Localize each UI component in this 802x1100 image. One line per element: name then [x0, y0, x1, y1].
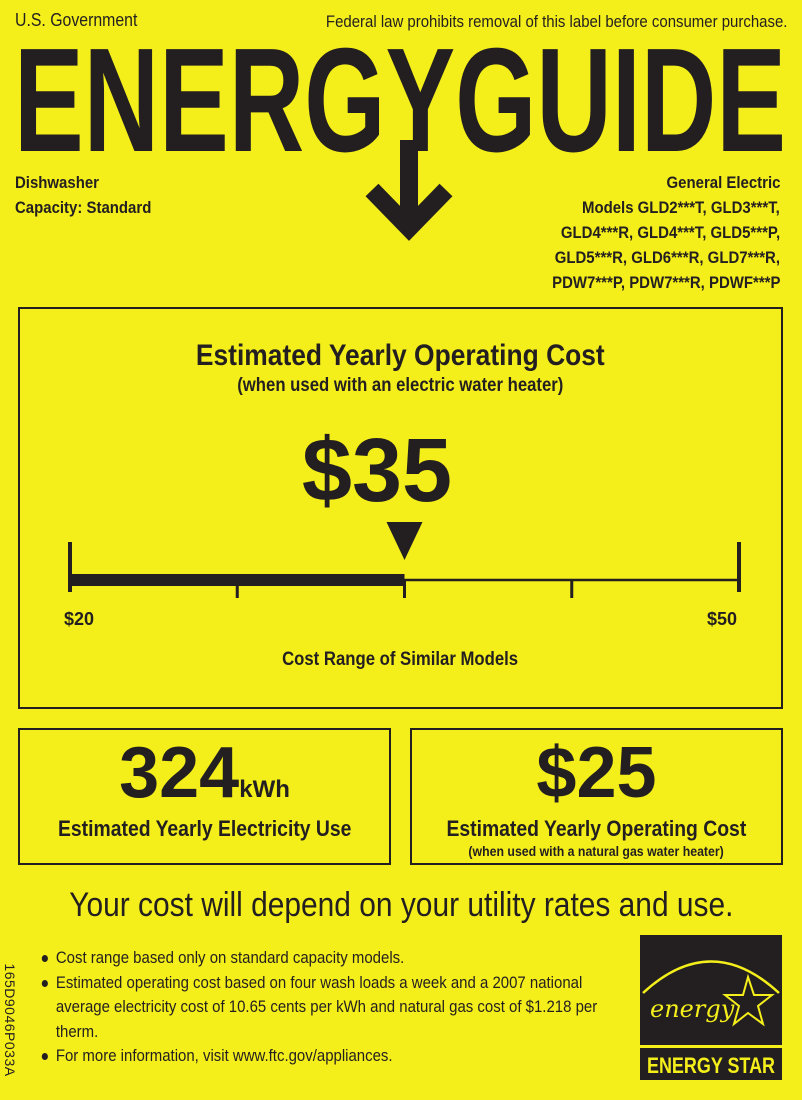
gas-cost-label: Estimated Yearly Operating Cost — [446, 816, 747, 841]
product-type: Dishwasher — [15, 173, 99, 192]
model-line: GLD5***R, GLD6***R, GLD7***R, — [554, 248, 780, 267]
cost-heading: Estimated Yearly Operating Cost — [196, 339, 605, 372]
scale-end-tick — [68, 542, 72, 592]
footnotes-list: Cost range based only on standard capaci… — [40, 946, 603, 1069]
energy-star-label: ENERGY STAR — [647, 1053, 775, 1078]
model-line: GLD4***R, GLD4***T, GLD5***P, — [560, 223, 780, 242]
gas-cost-sublabel: (when used with a natural gas water heat… — [468, 843, 725, 859]
operating-cost-box: Estimated Yearly Operating Cost (when us… — [18, 307, 783, 709]
cost-pointer-icon — [386, 522, 423, 560]
electricity-use-box: 324kWh Estimated Yearly Electricity Use — [18, 728, 391, 865]
scale-tick — [235, 580, 239, 598]
label-code: 165D9046P033A — [2, 963, 18, 1077]
scale-tick — [403, 580, 406, 598]
legal-notice: Federal law prohibits removal of this la… — [325, 12, 787, 31]
gas-cost-box: $25 Estimated Yearly Operating Cost (whe… — [410, 728, 783, 865]
electricity-unit: kWh — [239, 776, 290, 803]
scale-end-tick — [737, 542, 741, 592]
electricity-label: Estimated Yearly Electricity Use — [57, 816, 352, 841]
svg-text:energy: energy — [650, 995, 735, 1023]
energy-star-logo: energy ENERGY STAR — [640, 935, 782, 1080]
range-caption: Cost Range of Similar Models — [282, 649, 519, 670]
scale-tick — [570, 580, 574, 598]
model-info: General Electric Models GLD2***T, GLD3**… — [521, 170, 780, 295]
cost-value: $35 — [301, 421, 453, 521]
gas-cost-value: $25 — [536, 733, 657, 813]
range-min-label: $20 — [64, 609, 95, 629]
cost-subheading: (when used with an electric water heater… — [237, 375, 564, 396]
model-line: PDW7***P, PDW7***R, PDWF***P — [551, 273, 780, 292]
model-line: Models GLD2***T, GLD3***T, — [582, 198, 780, 217]
electricity-value: 324kWh — [119, 733, 290, 813]
cost-range-scale — [68, 522, 741, 598]
footnote-item: Cost range based only on standard capaci… — [40, 946, 603, 971]
range-max-label: $50 — [706, 609, 737, 629]
footnote-item: For more information, visit www.ftc.gov/… — [40, 1044, 603, 1069]
footer-headline: Your cost will depend on your utility ra… — [68, 886, 734, 924]
product-info: Dishwasher Capacity: Standard — [15, 170, 170, 220]
energy-star-icon: energy ENERGY STAR — [640, 935, 782, 1080]
gov-label: U.S. Government — [15, 10, 138, 30]
footnote-item: Estimated operating cost based on four w… — [40, 971, 603, 1045]
down-arrow-icon — [365, 140, 453, 241]
energyguide-logo: ENERGYGUIDE — [14, 18, 786, 241]
manufacturer: General Electric — [666, 173, 780, 192]
product-capacity: Capacity: Standard — [15, 198, 152, 217]
